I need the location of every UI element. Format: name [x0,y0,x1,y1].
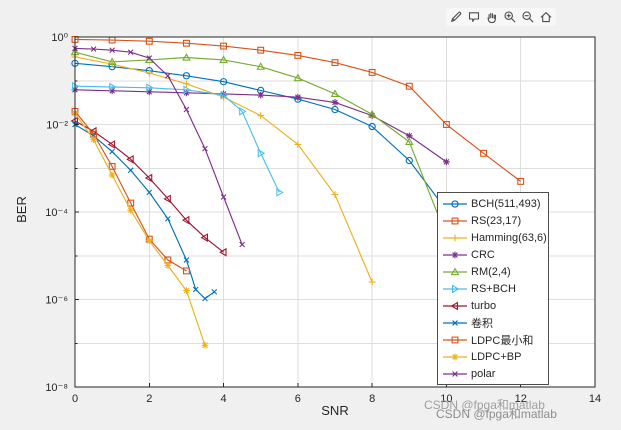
y-tick-label: 10⁻⁸ [45,382,68,394]
y-axis-label: BER [13,196,29,223]
legend-label: RM(2,4) [471,265,511,278]
x-axis-label: SNR [321,403,349,418]
series-line [74,124,215,300]
legend-marker [443,217,467,224]
zoom-out-icon[interactable] [520,9,536,25]
series-line [74,38,522,182]
series-line [74,110,187,272]
legend-item[interactable]: LDPC最小和 [438,331,548,348]
watermark: CSDN @fpga和matlab [436,407,557,421]
legend-label: RS(23,17) [471,214,522,227]
legend-item[interactable]: RM(2,4) [438,263,548,280]
legend-item[interactable]: turbo [438,297,548,314]
legend: BCH(511,493) RS(23,17) Hamming(63,6) CRC RM(… [437,192,549,385]
x-tick-label: 0 [72,393,78,405]
pan-icon[interactable] [484,9,500,25]
legend-item[interactable]: Hamming(63,6) [438,229,548,246]
legend-marker [443,370,467,377]
legend-label: polar [471,367,496,380]
x-tick-label: 12 [515,393,527,405]
data-tips-icon[interactable] [466,9,482,25]
x-tick-label: 4 [221,393,227,405]
x-tick-label: 10 [440,393,452,405]
legend-label: CRC [471,248,495,261]
legend-item[interactable]: LDPC+BP [438,348,548,365]
y-tick-label: 10⁻² [46,120,68,132]
series-line [74,62,447,211]
x-tick-label: 8 [369,393,375,405]
legend-label: RS+BCH [471,282,516,295]
series-line [74,112,206,346]
legend-item[interactable]: RS+BCH [438,280,548,297]
legend-label: Hamming(63,6) [471,231,547,244]
zoom-in-icon[interactable] [502,9,518,25]
series-line [74,47,243,245]
legend-item[interactable]: polar [438,365,548,382]
x-tick-label: 2 [146,393,152,405]
y-tick-label: 10⁰ [51,32,68,44]
tick-labels: 0 2 4 6 8 10 12 14 10⁰ 10⁻² 10⁻⁴ 10⁻⁶ 10⁻⁸ [45,32,601,405]
legend-item[interactable]: BCH(511,493) [438,195,548,212]
legend-label: turbo [471,299,497,312]
axes-box [74,36,596,388]
series-3 [71,86,450,166]
watermark: CSDN @fpga和matlab [424,398,545,412]
series-8 [71,107,190,275]
legend-marker [443,319,467,326]
legend-marker [443,284,467,293]
legend-label: 卷积 [471,317,493,330]
legend-marker [443,234,467,241]
legend-item[interactable]: 卷积 [438,314,548,331]
restore-view-icon[interactable] [538,9,554,25]
series-line [74,85,280,193]
series-1 [71,35,525,185]
series-10 [72,45,245,248]
legend-marker [443,251,467,258]
brush-icon[interactable] [448,9,464,25]
y-tick-label: 10⁻⁶ [45,295,68,307]
legend-label: LDPC+BP [471,350,522,363]
legend-marker [443,266,467,275]
legend-label: LDPC最小和 [471,334,534,347]
y-tick-label: 10⁻⁴ [45,207,68,219]
axes-toolbar [446,8,556,26]
legend-marker [443,199,467,208]
series-7 [72,121,218,302]
legend-label: BCH(511,493) [471,197,541,210]
legend-marker [443,336,467,343]
x-tick-label: 14 [589,393,601,405]
series-line [74,51,447,237]
legend-item[interactable]: CRC [438,246,548,263]
legend-item[interactable]: RS(23,17) [438,212,548,229]
series-line [74,120,224,253]
legend-marker [443,353,467,360]
legend-marker [443,301,467,310]
x-tick-label: 6 [295,393,301,405]
